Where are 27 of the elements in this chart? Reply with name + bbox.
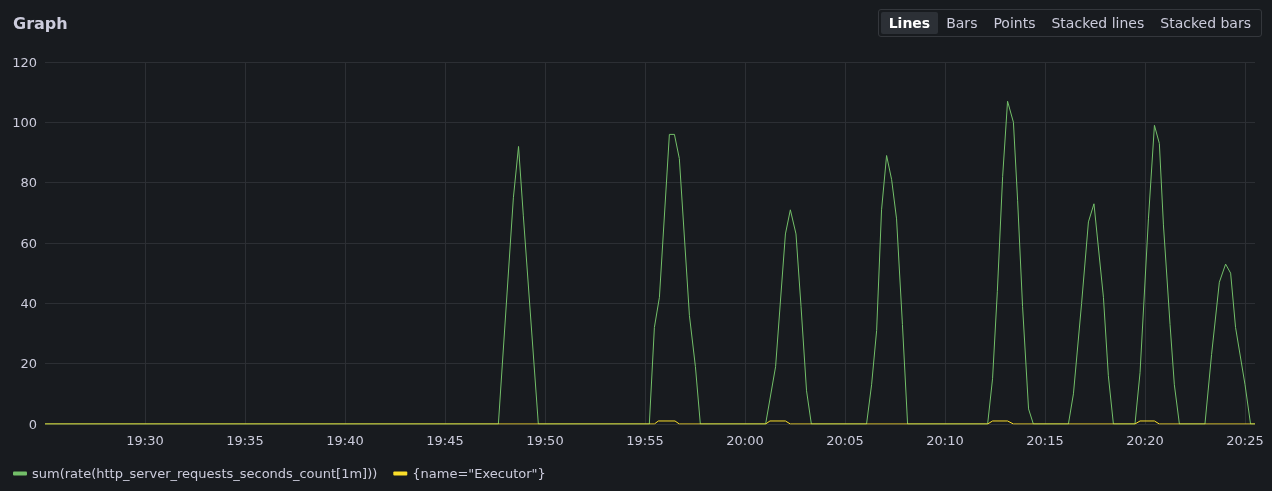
x-tick-label: 20:25 (1226, 433, 1264, 448)
legend-label: {name="Executor"} (412, 466, 546, 481)
y-tick-label: 100 (12, 114, 37, 130)
y-tick-label: 40 (20, 295, 37, 311)
text: Stacked lines (1050, 14, 1146, 33)
text: Lines (880, 12, 939, 34)
x-tick-label: 19:50 (526, 433, 564, 448)
text: Stacked bars (1159, 14, 1252, 33)
y-tick-label: 60 (20, 235, 37, 251)
x-tick-label: 19:30 (126, 433, 164, 448)
x-tick-label: 20:05 (826, 433, 864, 448)
y-tick-label: 80 (20, 175, 37, 191)
chart-title: Graph (13, 13, 68, 33)
x-tick-label: 20:10 (926, 433, 964, 448)
x-tick-label: 19:35 (226, 433, 264, 448)
text: Bars (945, 14, 979, 33)
x-tick-label: 20:15 (1026, 433, 1064, 448)
text: Points (992, 14, 1037, 33)
x-tick-label: 19:40 (326, 433, 364, 448)
x-tick-label: 20:20 (1126, 433, 1164, 448)
y-tick-label: 0 (28, 416, 37, 432)
y-tick-label: 20 (20, 356, 37, 372)
x-tick-label: 19:45 (426, 433, 464, 448)
x-tick-label: 19:55 (626, 433, 664, 448)
y-tick-label: 120 (12, 54, 37, 70)
legend-label: sum(rate(http_server_requests_seconds_count[1m])) (32, 466, 378, 481)
x-tick-label: 20:00 (726, 433, 764, 448)
